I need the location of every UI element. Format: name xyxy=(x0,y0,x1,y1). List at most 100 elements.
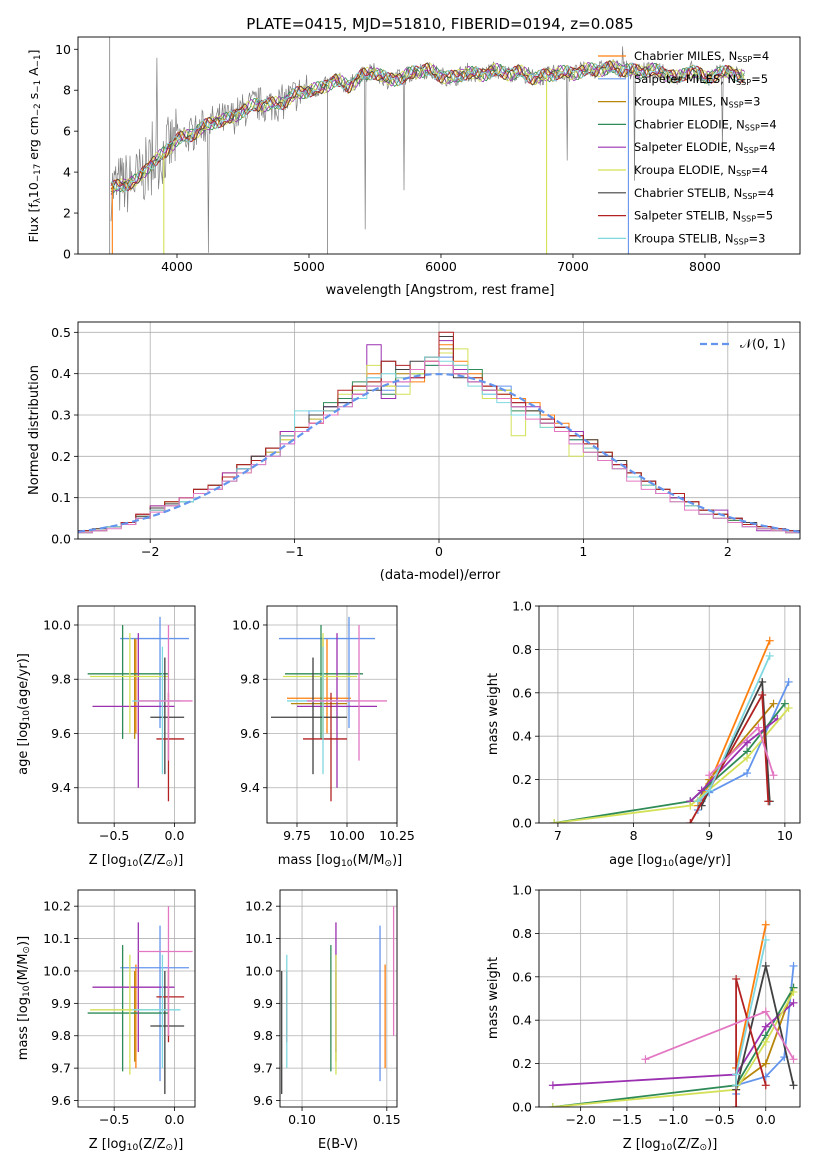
y-tick-label: 0.5 xyxy=(51,325,71,340)
x-axis-label-part: )] xyxy=(392,853,402,868)
x-axis-label-part: 10 xyxy=(341,859,353,869)
legend-label-text: Kroupa ELODIE, N xyxy=(634,163,736,177)
x-axis-label-part: (age/yr)] xyxy=(674,853,731,868)
y-tick-label: 9.4 xyxy=(51,780,71,795)
y-axis-label-part: 10 xyxy=(22,985,32,997)
y-axis-label-part: (M/M xyxy=(16,954,31,986)
legend-label-gaussian: 𝒩(0, 1) xyxy=(740,336,786,351)
x-axis-label-part: Z [log xyxy=(623,1137,661,1152)
x-axis-label: Z [log10(Z/Z⊙)] xyxy=(623,1137,718,1153)
legend-label-sub: SSP xyxy=(729,101,744,110)
model-spectrum-CM xyxy=(110,60,745,191)
y-tick-label: 9.6 xyxy=(51,1093,71,1108)
x-tick-label: −2 xyxy=(141,544,159,559)
y-tick-label: 10.1 xyxy=(245,931,273,946)
y-axis-label-part: s xyxy=(26,93,41,104)
plot-area xyxy=(78,322,800,539)
figure-title: PLATE=0415, MJD=51810, FIBERID=0194, z=0… xyxy=(246,15,633,33)
legend-label-text: Chabrier ELODIE, N xyxy=(634,117,745,131)
y-axis-label-part: ⊙ xyxy=(22,946,32,954)
weight-line-KE xyxy=(553,707,790,823)
x-axis-label-part: Z [log xyxy=(89,1137,127,1152)
x-axis-label-part: Z [log xyxy=(89,853,127,868)
weight-line-CE xyxy=(552,987,795,1107)
y-tick-label: 0.4 xyxy=(512,1013,532,1028)
legend-label: Kroupa ELODIE, NSSP=4 xyxy=(634,163,768,178)
x-axis-label-part: 10 xyxy=(127,859,139,869)
y-tick-label: 2 xyxy=(63,206,71,221)
x-tick-label: 10.25 xyxy=(379,828,415,843)
legend-label-suffix: =3 xyxy=(744,95,761,109)
axes-residuals: −2 −1 0 1 2 0.0 0.1 0.2 0.3 0.4 0.5 𝒩(0, 1) (data-mo… xyxy=(27,321,801,583)
legend-label-suffix: =4 xyxy=(752,49,769,63)
axes-mass_vs_Z: −0.5 0.09.69.79.89.910.010.110.2Z [log10(… xyxy=(16,889,196,1153)
y-tick-label: 6 xyxy=(63,124,71,139)
y-axis-label-part: erg cm xyxy=(26,116,41,164)
x-tick-label: 10.00 xyxy=(329,828,365,843)
x-tick-label: 0.0 xyxy=(165,828,185,843)
plot-area xyxy=(539,890,800,1107)
y-tick-label: 9.8 xyxy=(240,672,260,687)
legend-label: Salpeter ELODIE, NSSP=4 xyxy=(634,140,776,155)
y-axis-label-part: mass [log xyxy=(16,997,31,1060)
x-tick-label: 10 xyxy=(777,828,793,843)
x-axis-label-part: ⊙ xyxy=(384,859,392,869)
legend-label-sub: SSP xyxy=(742,192,757,201)
x-tick-label: 0 xyxy=(435,544,443,559)
y-tick-label: 8 xyxy=(63,83,71,98)
legend-label-sub: SSP xyxy=(744,146,759,155)
y-tick-label: 0.2 xyxy=(51,449,71,464)
model-spectrum-CS xyxy=(110,60,745,190)
legend-label: Chabrier ELODIE, NSSP=4 xyxy=(634,117,777,132)
x-tick-label: −1.0 xyxy=(658,1112,688,1127)
y-tick-label: 0.8 xyxy=(512,926,532,941)
y-axis-label: age [log10(age/yr)] xyxy=(16,653,32,775)
x-axis-label: (data-model)/error xyxy=(380,568,501,583)
y-tick-label: 9.6 xyxy=(240,726,260,741)
legend-label-text: Salpeter MILES, N xyxy=(634,72,736,86)
x-tick-label: 8 xyxy=(630,828,638,843)
y-tick-label: 0.0 xyxy=(51,532,71,547)
y-tick-label: 9.8 xyxy=(253,1028,273,1043)
weight-line-KE xyxy=(552,991,795,1107)
x-tick-label: 7 xyxy=(554,828,562,843)
y-tick-label: 9.6 xyxy=(253,1093,273,1108)
y-tick-label: 9.4 xyxy=(240,780,260,795)
legend-label-sub: SSP xyxy=(736,78,751,87)
axes-frame xyxy=(77,889,196,1108)
legend-label-sub: SSP xyxy=(734,237,749,246)
legend-label-text: Chabrier STELIB, N xyxy=(634,186,742,200)
x-axis-label: wavelength [Angstrom, rest frame] xyxy=(326,283,555,298)
y-axis-label-part: −1 xyxy=(33,80,43,93)
x-axis-label-part: )] xyxy=(173,1137,183,1152)
y-axis-label-part: −2 xyxy=(33,103,43,116)
y-tick-label: 0.2 xyxy=(512,772,532,787)
x-axis-label-part: 10 xyxy=(661,1143,673,1153)
x-axis-label-part: ⊙ xyxy=(700,1143,708,1153)
x-axis-label-part: 10 xyxy=(662,859,674,869)
y-tick-label: 0.4 xyxy=(51,366,71,381)
y-axis-label-part: (age/yr)] xyxy=(16,653,31,710)
x-tick-label: −0.5 xyxy=(704,1112,734,1127)
x-tick-label: −1.5 xyxy=(612,1112,642,1127)
y-tick-label: 0.0 xyxy=(512,816,532,831)
y-tick-label: 0.6 xyxy=(512,685,532,700)
x-tick-label: 0.0 xyxy=(165,1112,185,1127)
x-tick-label: −2.0 xyxy=(565,1112,595,1127)
y-tick-label: 10.2 xyxy=(43,899,71,914)
model-spectrum-SM xyxy=(110,61,745,192)
x-tick-label: 8000 xyxy=(689,259,721,274)
legend-label-text: Salpeter ELODIE, N xyxy=(634,140,744,154)
y-tick-label: 1.0 xyxy=(512,883,532,898)
x-tick-label: 9 xyxy=(705,828,713,843)
y-axis-label-part: ] xyxy=(26,50,41,55)
legend-label-text: Kroupa STELIB, N xyxy=(634,231,734,245)
x-axis-label-part: (M/M xyxy=(353,853,385,868)
x-tick-label: 9.75 xyxy=(283,828,311,843)
weight-line-SE xyxy=(689,718,778,802)
plot-area xyxy=(267,606,397,823)
y-axis-label: mass weight xyxy=(486,673,501,755)
y-tick-label: 0.3 xyxy=(51,408,71,423)
